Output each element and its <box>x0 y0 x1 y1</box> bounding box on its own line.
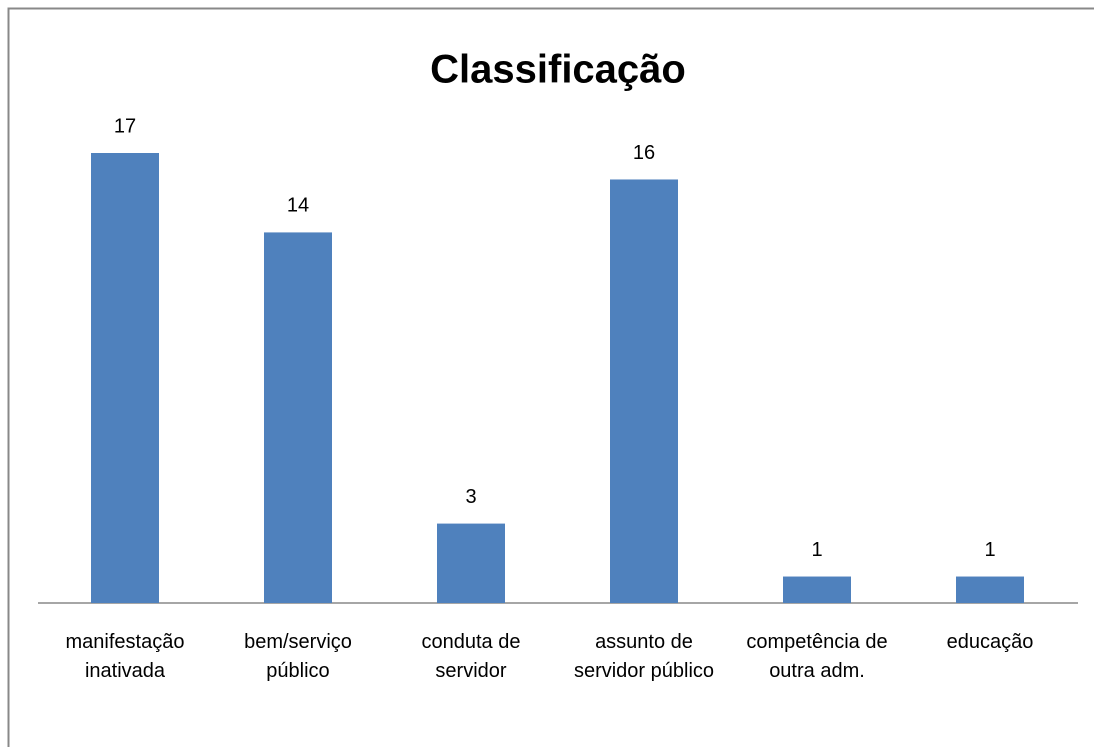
data-label: 17 <box>114 115 136 137</box>
x-tick-label: assunto de servidor público <box>573 631 715 682</box>
data-label: 14 <box>287 195 309 217</box>
x-tick-label: educação <box>946 631 1034 653</box>
data-label: 3 <box>465 486 476 508</box>
x-tick-label: competência de outra adm. <box>746 631 888 682</box>
data-label: 16 <box>633 142 655 164</box>
x-tick-label: manifestação inativada <box>65 631 185 682</box>
chart-border <box>7 7 1094 747</box>
chart-title: Classificação <box>430 48 686 92</box>
data-label: 1 <box>984 539 995 561</box>
bar <box>91 153 159 603</box>
x-tick-label: bem/serviço público <box>244 631 352 682</box>
bar <box>264 232 332 604</box>
data-label: 1 <box>811 539 822 561</box>
bar <box>437 523 505 603</box>
x-tick-label: conduta de servidor <box>421 631 521 682</box>
bar <box>783 576 851 603</box>
bar <box>956 576 1024 603</box>
bar <box>610 179 678 603</box>
